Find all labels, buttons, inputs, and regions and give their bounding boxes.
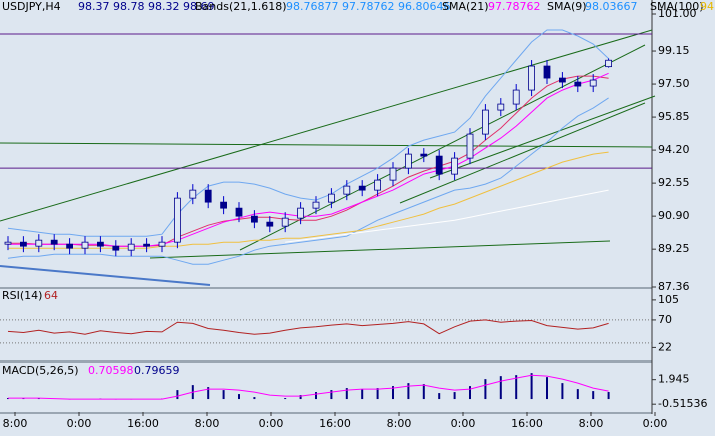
indicator-line	[285, 189, 609, 243]
y-tick-label: 70	[658, 313, 672, 326]
candle-body	[543, 65, 551, 79]
candle-body	[281, 217, 289, 227]
indicator-line	[8, 72, 609, 247]
candle-body	[358, 185, 366, 191]
candle-body	[81, 241, 89, 249]
panel-value: 0.70598	[88, 364, 134, 377]
header-value: SMA(21)	[442, 0, 489, 13]
candle-body	[559, 77, 566, 83]
panel-separator	[0, 287, 652, 289]
candle-body	[466, 133, 474, 159]
header-value: 98.03667	[585, 0, 638, 13]
candle-body	[497, 103, 505, 111]
header-value: SMA(9)	[547, 0, 587, 13]
candle-body	[420, 153, 428, 157]
y-tick-label: 90.90	[658, 209, 690, 222]
candle-body	[512, 89, 520, 105]
candle-body	[220, 201, 228, 209]
candle-body	[35, 239, 43, 247]
candle-body	[481, 109, 489, 135]
trendline	[0, 29, 653, 222]
y-tick-label: 105	[658, 293, 679, 306]
header-value: 97.78762	[488, 0, 541, 13]
trendline	[399, 102, 646, 204]
candle-body	[574, 81, 582, 87]
x-tick-label: 0:00	[259, 417, 284, 430]
candle-body	[143, 243, 151, 247]
x-tick-label: 8:00	[387, 417, 412, 430]
header-value: 98.37 98.78 98.32 98.69	[78, 0, 214, 13]
x-tick-label: 0:00	[67, 417, 92, 430]
x-tick-label: 8:00	[579, 417, 604, 430]
trendline	[0, 265, 211, 286]
trendline	[0, 142, 653, 148]
candle-body	[112, 245, 120, 251]
panel-value: 0.79659	[134, 364, 180, 377]
y-tick-label: 97.50	[658, 77, 690, 90]
y-tick-label: 87.36	[658, 280, 690, 293]
header-value: 98.76877 97.78762 96.80646	[286, 0, 450, 13]
candle-body	[404, 153, 412, 169]
y-tick-label: -0.51536	[658, 397, 707, 410]
candle-body	[204, 189, 212, 203]
indicator-line	[8, 151, 609, 249]
panel-title: RSI(14)	[2, 289, 42, 302]
candle-body	[97, 241, 104, 247]
header-value: 94.1	[700, 0, 715, 13]
header-value: Bands(21,1.618)	[195, 0, 287, 13]
candle-body	[297, 207, 305, 219]
trendlines	[0, 29, 656, 286]
y-tick-label: 92.55	[658, 176, 690, 189]
x-tick-label: 0:00	[451, 417, 476, 430]
y-tick-label: 22	[658, 340, 672, 353]
x-tick-label: 8:00	[195, 417, 220, 430]
candle-body	[451, 157, 459, 175]
x-tick-label: 8:00	[3, 417, 28, 430]
candle-body	[250, 215, 258, 223]
candle-body	[158, 241, 166, 247]
panel-value: 64	[44, 289, 58, 302]
x-tick-label: 16:00	[319, 417, 351, 430]
chart-title: USDJPY,H4	[2, 0, 61, 13]
candle-body	[389, 167, 397, 181]
candle-body	[435, 155, 443, 175]
candle-body	[189, 189, 197, 199]
candle-body	[374, 179, 382, 191]
candle-body	[343, 185, 351, 195]
candle-body	[19, 241, 27, 247]
candle-body	[4, 241, 12, 245]
candle-body	[312, 201, 320, 209]
candle-body	[173, 197, 181, 243]
signal-line	[8, 374, 609, 400]
y-tick-label: 101.00	[658, 7, 697, 20]
rsi-line	[7, 319, 609, 335]
candle-body	[127, 243, 135, 251]
indicator-line	[7, 29, 609, 237]
y-tick-label: 99.15	[658, 44, 690, 57]
x-tick-label: 16:00	[511, 417, 543, 430]
panel-separator	[0, 360, 652, 363]
trendline	[149, 240, 611, 259]
candle-body	[266, 221, 274, 227]
candle-body	[528, 65, 535, 91]
header-value: SMA(100)	[650, 0, 704, 13]
panel-separator	[0, 412, 652, 414]
candle-body	[66, 243, 73, 249]
candle-body	[589, 79, 597, 87]
indicator-line	[7, 97, 609, 265]
candle-body	[605, 59, 612, 68]
y-tick-label: 89.25	[658, 242, 690, 255]
candle-body	[50, 239, 58, 245]
candle-body	[327, 193, 335, 203]
x-tick-label: 16:00	[127, 417, 159, 430]
y-tick-label: 94.20	[658, 143, 690, 156]
panel-title: MACD(5,26,5)	[2, 364, 79, 377]
y-tick-label: 95.85	[658, 110, 690, 123]
y-tick-label: 1.945	[658, 373, 690, 386]
trendline	[429, 95, 656, 179]
candle-body	[235, 207, 243, 217]
x-tick-label: 0:00	[643, 417, 668, 430]
